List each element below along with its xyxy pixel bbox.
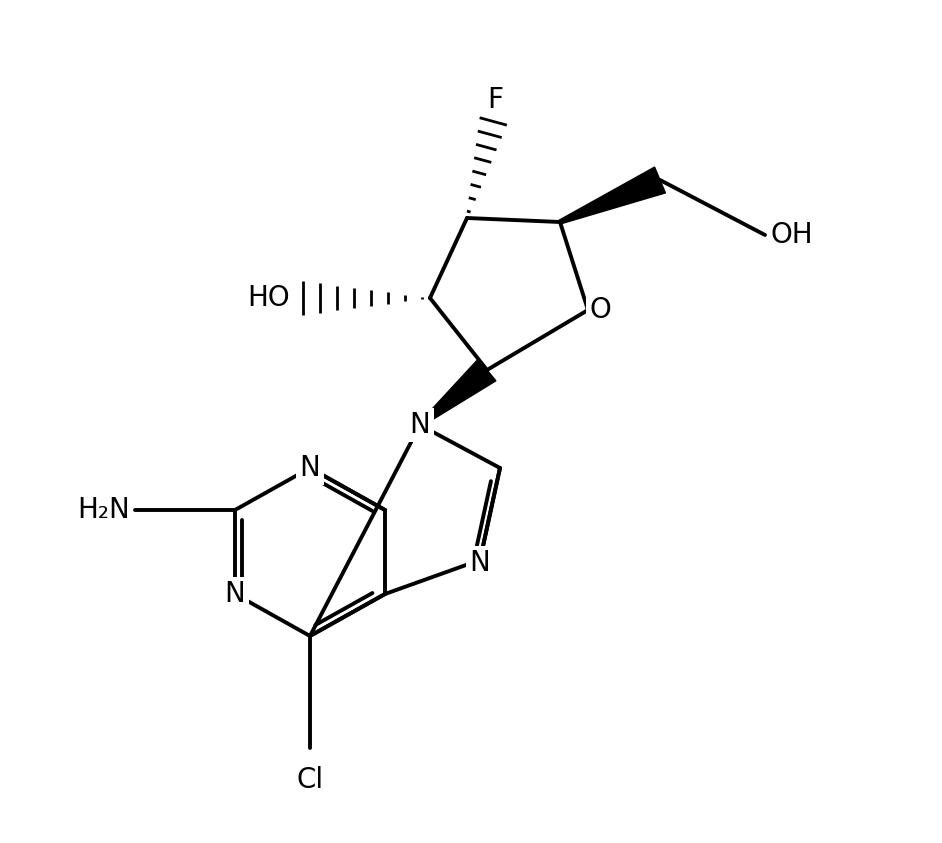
Polygon shape <box>419 359 495 427</box>
Text: N: N <box>300 454 320 482</box>
Text: F: F <box>487 86 503 114</box>
Text: N: N <box>470 549 491 577</box>
Text: OH: OH <box>770 221 813 249</box>
Text: H₂N: H₂N <box>77 496 130 524</box>
Polygon shape <box>560 167 665 224</box>
Text: N: N <box>410 411 430 439</box>
Text: N: N <box>224 580 245 608</box>
Text: Cl: Cl <box>297 766 323 794</box>
Text: HO: HO <box>248 284 290 312</box>
Text: O: O <box>589 296 610 324</box>
